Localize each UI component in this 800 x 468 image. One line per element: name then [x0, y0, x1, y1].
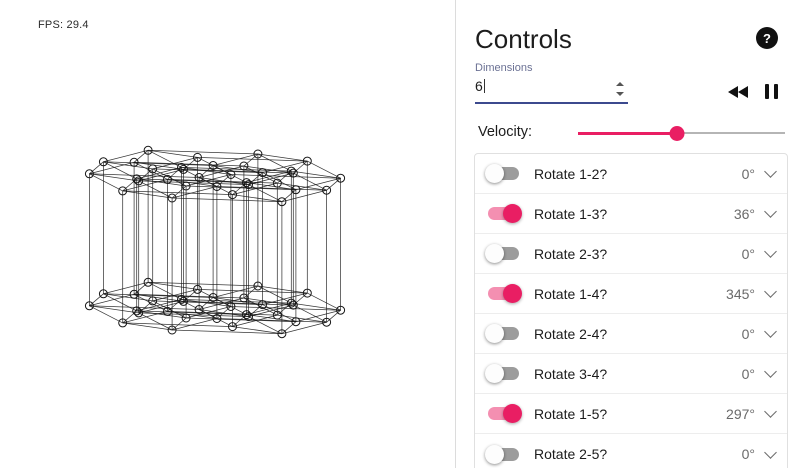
toggle-thumb	[485, 164, 504, 183]
rotation-row: Rotate 2-4? 0°	[475, 314, 787, 354]
rotation-row: Rotate 2-5? 0°	[475, 434, 787, 468]
velocity-control: Velocity:	[478, 124, 785, 142]
rotation-row: Rotate 1-3? 36°	[475, 194, 787, 234]
number-spinner[interactable]	[614, 81, 626, 97]
rotation-toggle[interactable]	[485, 444, 522, 464]
rotation-label: Rotate 1-2?	[534, 165, 608, 182]
rotation-angle-value: 0°	[741, 446, 755, 462]
panel-title: Controls	[475, 24, 572, 54]
rotation-row: Rotate 1-2? 0°	[475, 154, 787, 194]
rotation-list: Rotate 1-2? 0° Rotate 1-3? 36° Rotate 2-…	[474, 153, 788, 468]
chevron-down-icon[interactable]	[764, 245, 777, 258]
rotation-toggle[interactable]	[485, 164, 522, 184]
rotation-toggle[interactable]	[485, 284, 522, 304]
toggle-thumb	[503, 204, 522, 223]
toggle-thumb	[485, 324, 504, 343]
dimensions-value: 6	[475, 78, 483, 94]
toggle-thumb	[485, 244, 504, 263]
rotation-toggle[interactable]	[485, 324, 522, 344]
rotation-row: Rotate 3-4? 0°	[475, 354, 787, 394]
input-underline	[475, 102, 628, 104]
rotation-label: Rotate 2-3?	[534, 245, 608, 262]
dimensions-field: Dimensions 6	[475, 62, 628, 104]
visualization-canvas: FPS: 29.4	[38, 19, 346, 339]
toggle-thumb	[503, 404, 522, 423]
rewind-button[interactable]	[728, 85, 748, 98]
rotation-toggle[interactable]	[485, 364, 522, 384]
dimensions-label: Dimensions	[475, 62, 533, 74]
slider-fill	[578, 131, 678, 135]
velocity-label: Velocity:	[478, 124, 532, 140]
toggle-thumb	[485, 444, 504, 464]
rewind-icon	[738, 85, 748, 98]
rotation-toggle[interactable]	[485, 244, 522, 264]
rotation-row: Rotate 2-3? 0°	[475, 234, 787, 274]
rewind-icon	[728, 85, 738, 98]
rotation-label: Rotate 3-4?	[534, 365, 608, 382]
rotation-angle-value: 345°	[726, 285, 755, 302]
hypercube-wireframe	[84, 145, 346, 339]
rotation-label: Rotate 2-5?	[534, 446, 608, 462]
rotation-toggle[interactable]	[485, 404, 522, 424]
chevron-down-icon[interactable]	[764, 205, 777, 218]
rotation-label: Rotate 2-4?	[534, 325, 608, 342]
velocity-slider[interactable]	[578, 124, 785, 142]
chevron-down-icon[interactable]	[764, 165, 777, 178]
rotation-angle-value: 0°	[741, 325, 755, 342]
toggle-thumb	[485, 364, 504, 383]
chevron-down-icon[interactable]	[764, 405, 777, 418]
pause-icon	[765, 84, 769, 99]
rotation-row: Rotate 1-4? 345°	[475, 274, 787, 314]
rotation-angle-value: 0°	[741, 365, 755, 382]
rotation-angle-value: 0°	[741, 165, 755, 182]
question-mark-icon: ?	[763, 30, 771, 46]
chevron-down-icon[interactable]	[764, 445, 777, 459]
chevron-down-icon[interactable]	[764, 285, 777, 298]
panel-divider	[455, 0, 456, 468]
chevron-down-icon[interactable]	[764, 325, 777, 338]
rotation-label: Rotate 1-4?	[534, 285, 608, 302]
rotation-angle-value: 297°	[726, 405, 755, 422]
playback-controls	[728, 84, 778, 99]
fps-counter: FPS: 29.4	[38, 19, 89, 31]
spinner-down-icon	[616, 92, 624, 96]
pause-button[interactable]	[765, 84, 778, 99]
text-caret	[483, 79, 485, 93]
rotation-toggle[interactable]	[485, 204, 522, 224]
slider-thumb[interactable]	[669, 126, 685, 141]
controls-panel: Controls ? Dimensions 6 Veloc	[456, 0, 800, 468]
rotation-label: Rotate 1-3?	[534, 205, 608, 222]
help-button[interactable]: ?	[756, 27, 778, 49]
chevron-down-icon[interactable]	[764, 365, 777, 378]
rotation-label: Rotate 1-5?	[534, 405, 608, 422]
spinner-up-icon	[616, 82, 624, 86]
rotation-angle-value: 0°	[741, 245, 755, 262]
pause-icon	[774, 84, 778, 99]
dimensions-input[interactable]: 6	[475, 78, 628, 100]
rotation-row: Rotate 1-5? 297°	[475, 394, 787, 434]
toggle-thumb	[503, 284, 522, 303]
rotation-angle-value: 36°	[733, 205, 755, 222]
